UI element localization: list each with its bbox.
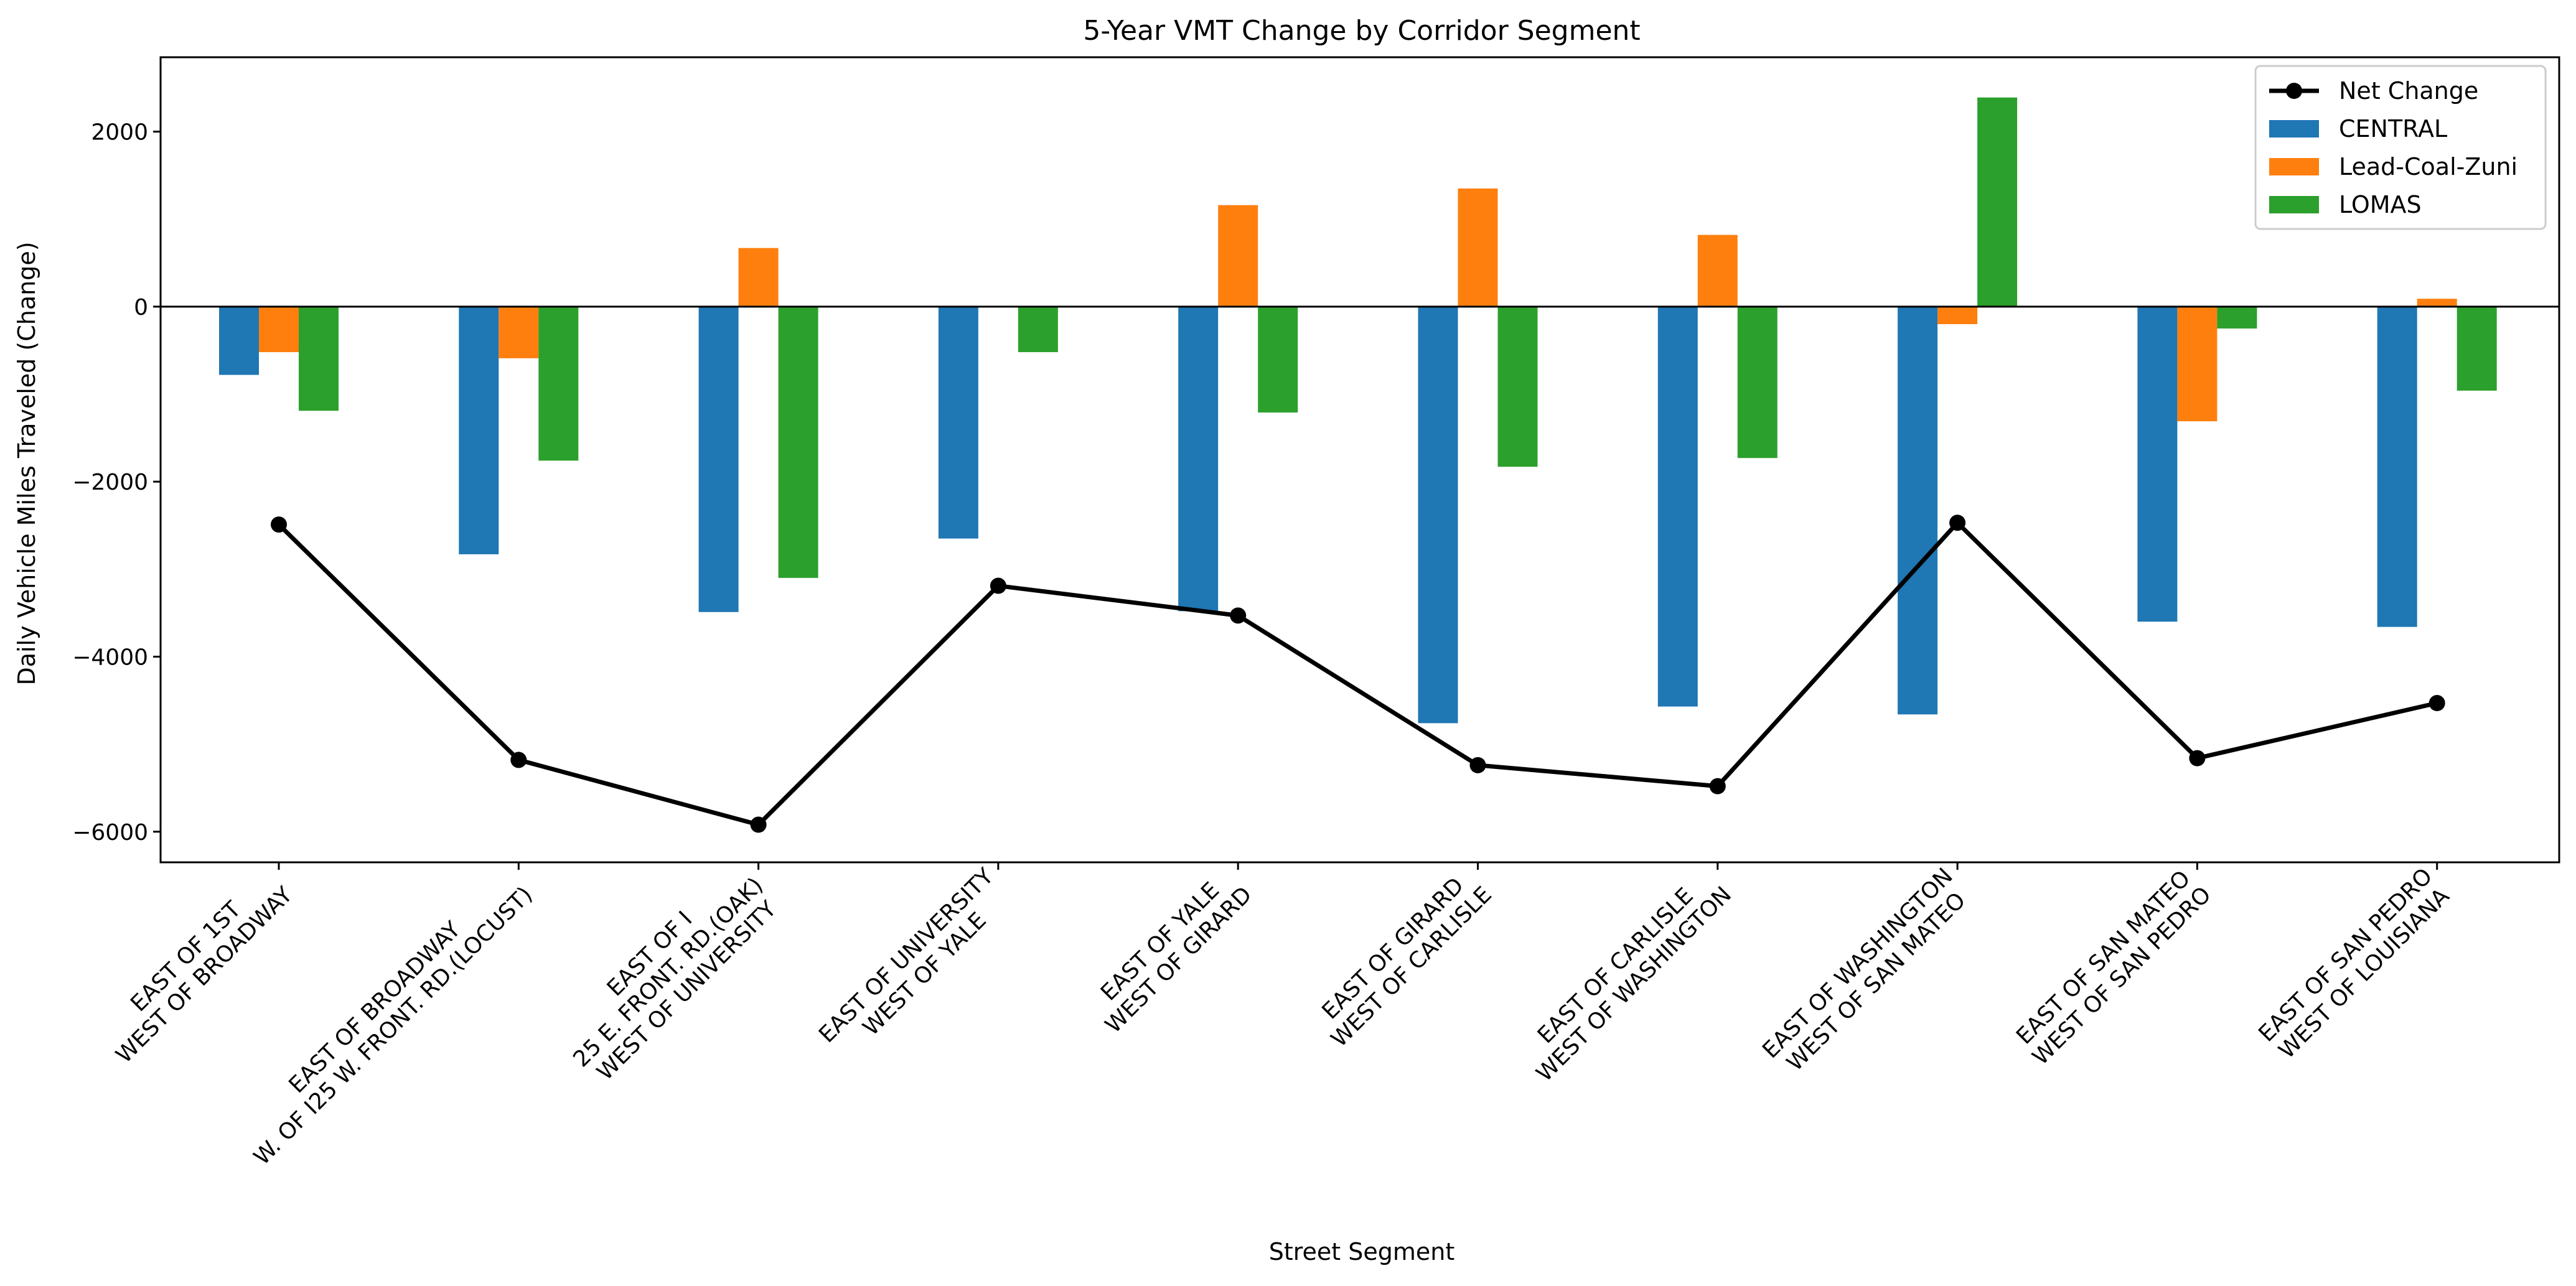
legend-swatch-0 xyxy=(2269,120,2319,137)
net-change-point-9 xyxy=(2428,695,2445,712)
net-change-line-layer xyxy=(271,515,2445,833)
bar-lead-coal-zuni-4 xyxy=(1218,205,1258,307)
legend-label-0: CENTRAL xyxy=(2339,115,2447,142)
bar-lomas-3 xyxy=(1018,306,1058,352)
legend-label-2: LOMAS xyxy=(2339,191,2422,218)
net-change-point-1 xyxy=(510,752,527,768)
net-change-point-2 xyxy=(750,816,767,833)
bar-lomas-0 xyxy=(299,306,339,411)
bar-central-7 xyxy=(1898,306,1938,715)
y-tick-label: 0 xyxy=(134,295,148,320)
bar-central-0 xyxy=(219,306,259,375)
y-tick-label: −2000 xyxy=(72,470,148,495)
bar-lead-coal-zuni-6 xyxy=(1697,235,1738,307)
y-axis: 2000 0 −2000 −4000 −6000 xyxy=(72,120,161,846)
legend-swatch-2 xyxy=(2269,196,2319,213)
bar-lead-coal-zuni-9 xyxy=(2417,299,2457,307)
bar-central-4 xyxy=(1178,306,1219,612)
net-change-point-7 xyxy=(1949,515,1966,531)
y-axis-label: Daily Vehicle Miles Traveled (Change) xyxy=(13,241,40,685)
bar-central-3 xyxy=(938,306,978,539)
legend-marker xyxy=(2286,83,2302,99)
bar-central-5 xyxy=(1418,306,1458,724)
legend-label-1: Lead-Coal-Zuni xyxy=(2339,153,2517,180)
bar-central-9 xyxy=(2377,306,2417,627)
bar-lomas-1 xyxy=(538,306,579,461)
net-change-point-3 xyxy=(990,577,1006,594)
bars-layer xyxy=(219,97,2497,724)
bar-lomas-6 xyxy=(1737,306,1777,459)
bar-lomas-4 xyxy=(1258,306,1298,413)
bar-central-2 xyxy=(698,306,739,612)
bar-lomas-2 xyxy=(778,306,818,578)
bar-central-8 xyxy=(2137,306,2178,622)
legend-swatch-1 xyxy=(2269,158,2319,175)
net-change-point-5 xyxy=(1469,757,1486,773)
legend: Net Change CENTRAL Lead-Coal-Zuni LOMAS xyxy=(2254,65,2547,230)
bar-central-6 xyxy=(1657,306,1698,707)
bar-lead-coal-zuni-7 xyxy=(1937,306,1978,324)
chart-title: 5-Year VMT Change by Corridor Segment xyxy=(1083,15,1640,47)
bar-lead-coal-zuni-1 xyxy=(499,306,539,358)
bar-lead-coal-zuni-5 xyxy=(1458,188,1498,307)
legend-label-net-change: Net Change xyxy=(2339,77,2478,105)
y-tick-label: −4000 xyxy=(72,645,148,670)
x-axis-label: Street Segment xyxy=(1269,1238,1455,1265)
net-change-point-4 xyxy=(1230,607,1247,624)
y-tick-label: 2000 xyxy=(91,120,148,146)
net-change-line xyxy=(277,520,2438,827)
legend-box xyxy=(2254,65,2547,230)
bar-lomas-7 xyxy=(1977,97,2018,307)
net-change-point-0 xyxy=(271,516,287,533)
y-tick-label: −6000 xyxy=(72,820,148,846)
bar-lead-coal-zuni-8 xyxy=(2177,306,2218,422)
bar-central-1 xyxy=(459,306,499,554)
bar-lomas-8 xyxy=(2217,306,2257,329)
bar-lead-coal-zuni-2 xyxy=(738,248,779,307)
bar-lomas-5 xyxy=(1497,306,1538,467)
net-change-point-8 xyxy=(2189,750,2206,766)
net-change-point-6 xyxy=(1709,778,1726,794)
bar-lead-coal-zuni-0 xyxy=(259,306,299,352)
bar-lomas-9 xyxy=(2457,306,2497,391)
plot-area-frame xyxy=(159,56,2560,864)
